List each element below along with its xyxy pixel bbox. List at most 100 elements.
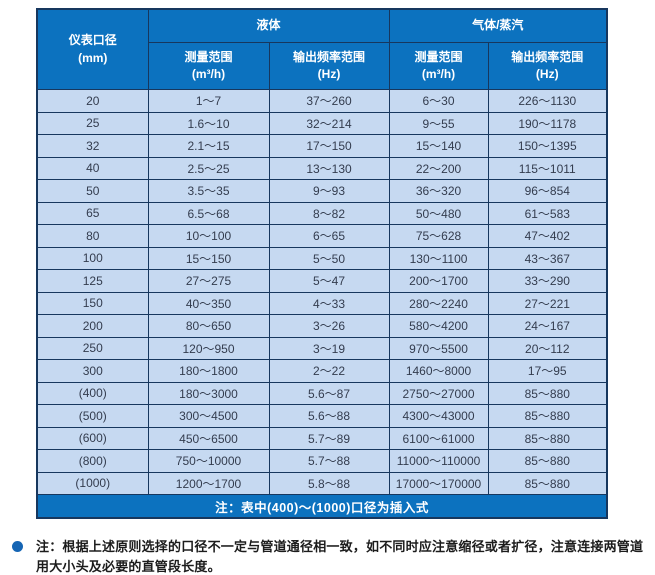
value-cell: 6100～61000: [388, 426, 489, 450]
value-cell: 120～950: [147, 336, 270, 360]
value-cell: 180～1800: [147, 359, 270, 383]
value-cell: 580～4200: [388, 314, 489, 338]
column-header-liquid-measure-range: 测量范围 (m³/h): [147, 42, 270, 90]
diameter-unit: (mm): [78, 50, 108, 65]
value-cell: 5.8～88: [268, 471, 390, 495]
value-cell: 27～221: [487, 291, 608, 315]
value-cell: 5.7～88: [268, 449, 390, 473]
value-cell: 85～880: [487, 381, 608, 405]
diameter-cell: 40: [36, 156, 149, 180]
table-row: 40 2.5～25 13～130 22～200 115～1011: [36, 156, 608, 180]
value-cell: 1200～1700: [147, 471, 270, 495]
value-cell: 280～2240: [388, 291, 489, 315]
value-cell: 1.6～10: [147, 111, 270, 135]
table-row: 32 2.1～15 17～150 15～140 150～1395: [36, 134, 608, 158]
value-cell: 2～22: [268, 359, 390, 383]
table-row: 250 120～950 3～19 970～5500 20～112: [36, 336, 608, 360]
value-cell: 5～47: [268, 269, 390, 293]
gas-freq-unit: (Hz): [535, 67, 559, 81]
value-cell: 450～6500: [147, 426, 270, 450]
value-cell: 96～854: [487, 179, 608, 203]
diameter-cell: (400): [36, 381, 149, 405]
diameter-cell: 25: [36, 111, 149, 135]
value-cell: 5～50: [268, 246, 390, 270]
value-cell: 150～1395: [487, 134, 608, 158]
column-header-liquid-frequency-range: 输出频率范围 (Hz): [268, 42, 390, 90]
value-cell: 5.6～87: [268, 381, 390, 405]
diameter-cell: (600): [36, 426, 149, 450]
value-cell: 36～320: [388, 179, 489, 203]
value-cell: 61～583: [487, 201, 608, 225]
value-cell: 13～130: [268, 156, 390, 180]
diameter-cell: 150: [36, 291, 149, 315]
value-cell: 3～19: [268, 336, 390, 360]
column-header-gas-measure-range: 测量范围 (m³/h): [388, 42, 489, 90]
column-group-liquid: 液体: [147, 8, 390, 43]
value-cell: 750～10000: [147, 449, 270, 473]
value-cell: 226～1130: [487, 89, 608, 113]
value-cell: 5.7～89: [268, 426, 390, 450]
value-cell: 40～350: [147, 291, 270, 315]
diameter-cell: 32: [36, 134, 149, 158]
value-cell: 6.5～68: [147, 201, 270, 225]
gas-measure-label: 测量范围: [414, 49, 463, 64]
value-cell: 970～5500: [388, 336, 489, 360]
value-cell: 10～100: [147, 224, 270, 248]
table-row: 25 1.6～10 32～214 9～55 190～1178: [36, 111, 608, 135]
value-cell: 85～880: [487, 404, 608, 428]
table-body: 20 1～7 37～260 6～30 226～1130 25 1.6～10 32～214 9～5…: [36, 89, 608, 495]
value-cell: 8～82: [268, 201, 390, 225]
value-cell: 17～150: [268, 134, 390, 158]
value-cell: 6～30: [388, 89, 489, 113]
diameter-cell: 100: [36, 246, 149, 270]
table-row: 20 1～7 37～260 6～30 226～1130: [36, 89, 608, 113]
value-cell: 43～367: [487, 246, 608, 270]
table-row: 80 10～100 6～65 75～628 47～402: [36, 224, 608, 248]
table-row: (600) 450～6500 5.7～89 6100～61000 85～880: [36, 426, 608, 450]
value-cell: 6～65: [268, 224, 390, 248]
diameter-label: 仪表口径: [68, 33, 117, 48]
table-row: (800) 750～10000 5.7～88 11000～110000 85～880: [36, 449, 608, 473]
value-cell: 80～650: [147, 314, 270, 338]
liquid-freq-label: 输出频率范围: [293, 49, 366, 64]
diameter-cell: 80: [36, 224, 149, 248]
value-cell: 4300～43000: [388, 404, 489, 428]
value-cell: 85～880: [487, 449, 608, 473]
table-header: 仪表口径 (mm) 液体 气体/蒸汽 测量范围 (m³/h) 输出频率范围 (H…: [36, 8, 608, 90]
table-row: 125 27～275 5～47 200～1700 33～290: [36, 269, 608, 293]
value-cell: 33～290: [487, 269, 608, 293]
table-footer: 注：表中(400)～(1000)口径为插入式: [36, 494, 608, 519]
diameter-cell: 20: [36, 89, 149, 113]
value-cell: 5.6～88: [268, 404, 390, 428]
diameter-cell: 125: [36, 269, 149, 293]
diameter-cell: (500): [36, 404, 149, 428]
table-note-row: 注：表中(400)～(1000)口径为插入式: [36, 494, 608, 519]
value-cell: 85～880: [487, 426, 608, 450]
value-cell: 50～480: [388, 201, 489, 225]
liquid-freq-unit: (Hz): [317, 67, 341, 81]
value-cell: 32～214: [268, 111, 390, 135]
value-cell: 17000～170000: [388, 471, 489, 495]
value-cell: 17～95: [487, 359, 608, 383]
value-cell: 9～55: [388, 111, 489, 135]
bullet-icon: [12, 541, 23, 552]
liquid-measure-unit: (m³/h): [191, 67, 226, 81]
value-cell: 130～1100: [388, 246, 489, 270]
flowmeter-spec-table: 仪表口径 (mm) 液体 气体/蒸汽 测量范围 (m³/h) 输出频率范围 (H…: [36, 8, 609, 519]
diameter-cell: (800): [36, 449, 149, 473]
value-cell: 37～260: [268, 89, 390, 113]
value-cell: 200～1700: [388, 269, 489, 293]
header-group-row: 仪表口径 (mm) 液体 气体/蒸汽: [36, 8, 608, 90]
value-cell: 2.5～25: [147, 156, 270, 180]
value-cell: 85～880: [487, 471, 608, 495]
diameter-cell: 65: [36, 201, 149, 225]
table-row: 100 15～150 5～50 130～1100 43～367: [36, 246, 608, 270]
value-cell: 11000～110000: [388, 449, 489, 473]
value-cell: 1～7: [147, 89, 270, 113]
value-cell: 300～4500: [147, 404, 270, 428]
gas-measure-unit: (m³/h): [421, 67, 456, 81]
liquid-measure-label: 测量范围: [184, 49, 233, 64]
value-cell: 27～275: [147, 269, 270, 293]
table-row: 150 40～350 4～33 280～2240 27～221: [36, 291, 608, 315]
value-cell: 15～140: [388, 134, 489, 158]
